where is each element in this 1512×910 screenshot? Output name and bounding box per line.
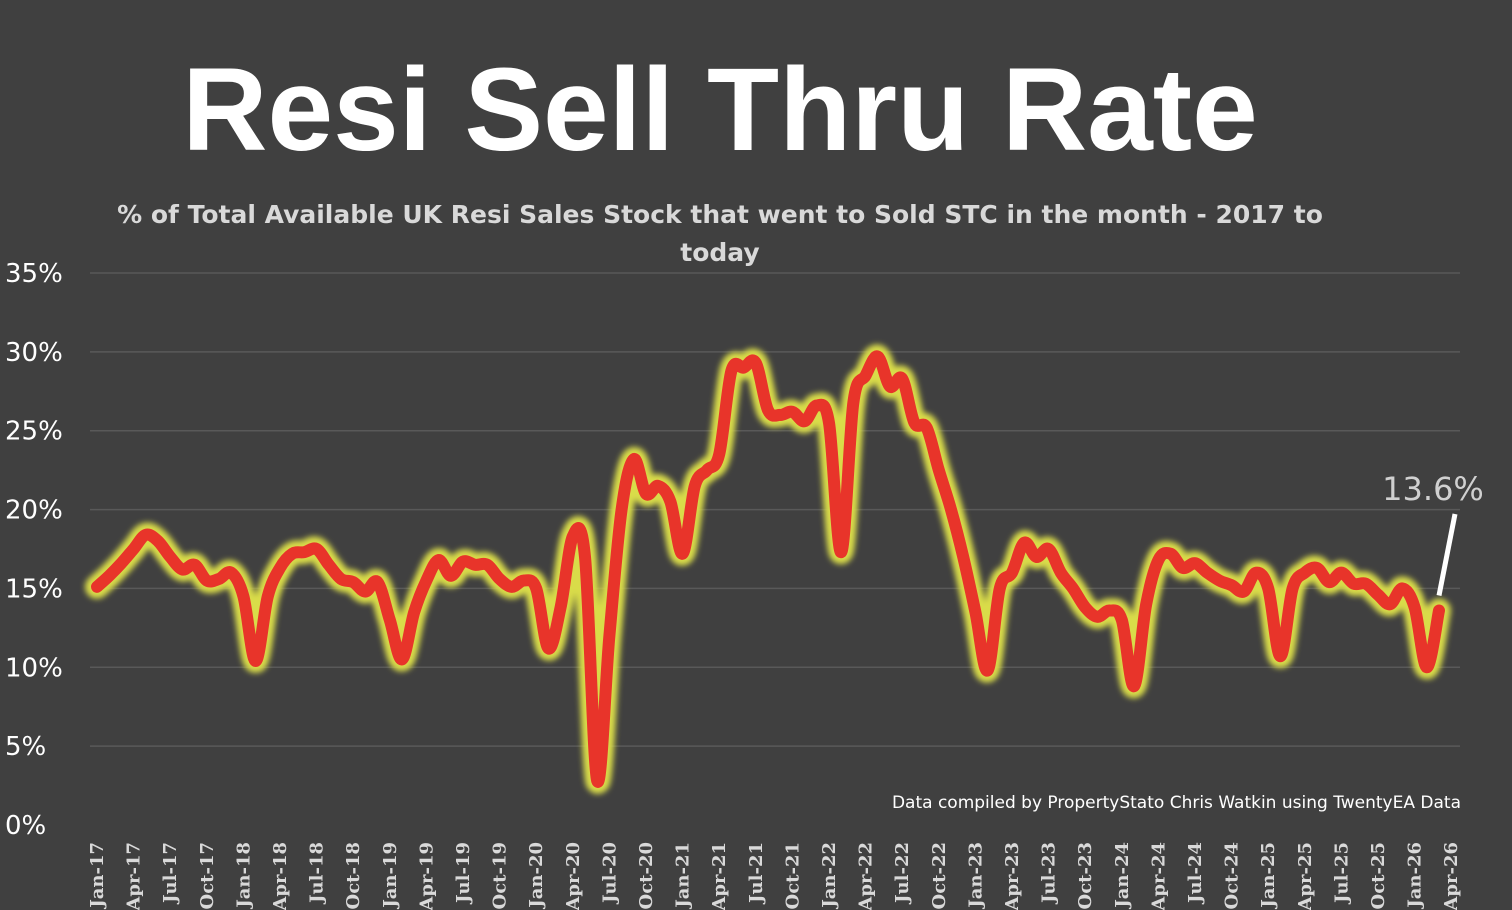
x-tick-label: Apr-23	[1002, 842, 1023, 910]
series-glow	[85, 344, 1451, 794]
x-tick-label: Apr-26	[1441, 842, 1462, 910]
x-tick-label: Apr-19	[416, 842, 437, 910]
x-tick-label: Jan-17	[87, 842, 108, 910]
x-tick-label: Apr-18	[270, 842, 291, 910]
x-tick-label: Oct-19	[490, 842, 511, 909]
x-tick-label: Jan-21	[673, 842, 694, 910]
x-tick-label: Apr-25	[1295, 842, 1316, 910]
annotation-latest-value: 13.6%	[1382, 470, 1484, 508]
y-tick-label: 25%	[5, 417, 63, 447]
y-tick-label: 0%	[5, 811, 46, 841]
x-tick-label: Jan-22	[819, 842, 840, 910]
series-line	[85, 344, 1451, 794]
y-tick-label: 15%	[5, 574, 63, 604]
x-tick-label: Jul-20	[599, 842, 620, 905]
x-tick-label: Apr-24	[1148, 842, 1169, 910]
y-tick-label: 20%	[5, 496, 63, 526]
chart-subtitle-line1: % of Total Available UK Resi Sales Stock…	[117, 200, 1323, 229]
x-tick-label: Jan-26	[1405, 842, 1426, 910]
x-tick-label: Jul-19	[453, 842, 474, 905]
gridlines	[90, 272, 1460, 747]
x-tick-label: Oct-21	[782, 842, 803, 909]
source-note: Data compiled by PropertyStato Chris Wat…	[892, 793, 1461, 813]
x-tick-label: Jan-18	[233, 842, 254, 910]
x-tick-label: Jul-18	[307, 842, 328, 905]
x-tick-label: Apr-22	[856, 842, 877, 910]
y-tick-label: 5%	[5, 732, 46, 762]
x-tick-label: Apr-17	[124, 842, 145, 910]
x-tick-label: Jan-23	[965, 842, 986, 910]
x-tick-label: Jan-25	[1258, 842, 1279, 910]
series-line-path	[91, 350, 1445, 788]
x-tick-label: Oct-25	[1368, 842, 1389, 909]
x-tick-label: Apr-20	[563, 842, 584, 910]
x-tick-label: Oct-24	[1222, 842, 1243, 909]
x-tick-label: Oct-20	[636, 842, 657, 909]
chart-title: Resi Sell Thru Rate	[182, 44, 1257, 176]
x-tick-label: Apr-21	[709, 842, 730, 910]
y-tick-label: 30%	[5, 338, 63, 368]
x-tick-label: Jan-24	[1112, 842, 1133, 910]
x-tick-label: Jul-24	[1185, 842, 1206, 905]
x-tick-label: Jul-25	[1331, 842, 1352, 905]
x-tick-label: Oct-17	[197, 842, 218, 909]
chart-subtitle-line2: today	[680, 238, 759, 267]
y-tick-label: 35%	[5, 259, 63, 289]
x-tick-label: Jan-19	[380, 842, 401, 910]
x-tick-label: Jul-23	[1039, 842, 1060, 905]
x-tick-label: Oct-22	[929, 842, 950, 909]
x-tick-label: Jan-20	[526, 842, 547, 910]
annotation-leader-line	[1436, 513, 1458, 596]
x-tick-label: Jul-22	[892, 842, 913, 905]
y-axis: 0% 5% 10% 15% 20% 25% 30% 35%	[5, 259, 63, 841]
x-tick-label: Jul-21	[746, 842, 767, 905]
x-tick-label: Oct-23	[1075, 842, 1096, 909]
x-tick-label: Jul-17	[160, 842, 181, 905]
x-tick-label: Oct-18	[343, 842, 364, 909]
x-axis: Jan-17 Apr-17 Jul-17 Oct-17 Jan-18 Apr-18 Jul-…	[87, 842, 1462, 910]
y-tick-label: 10%	[5, 653, 63, 683]
